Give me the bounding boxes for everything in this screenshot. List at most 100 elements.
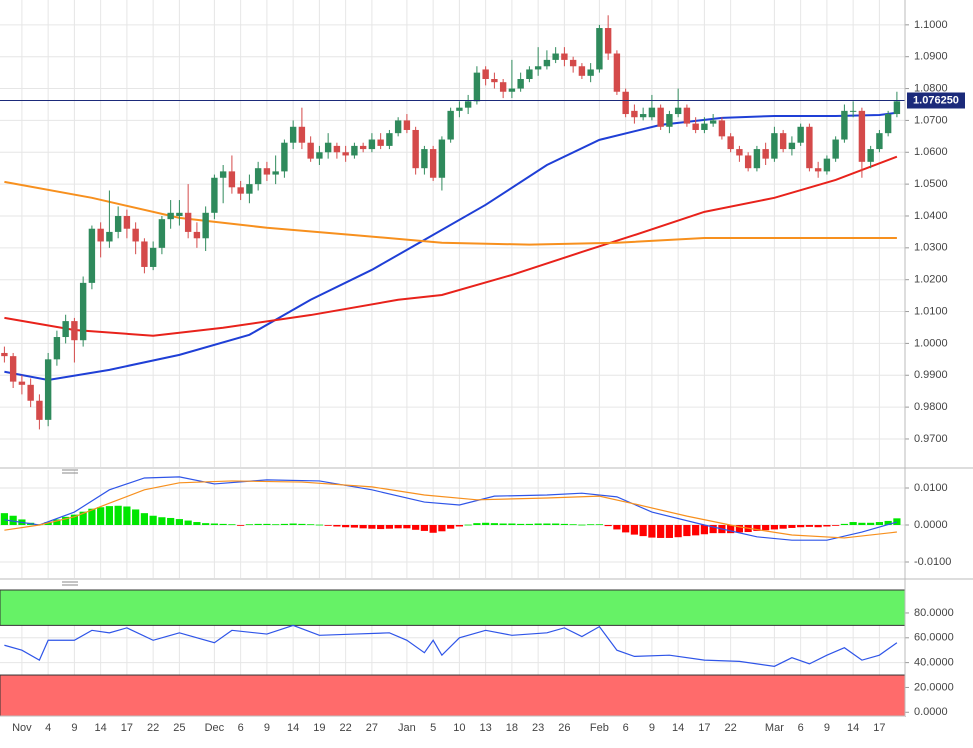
x-tick-label: Jan [398, 722, 416, 734]
candle-body [324, 142, 332, 153]
candle-body [27, 384, 34, 401]
candle-body [849, 110, 857, 112]
candle-body [97, 228, 104, 242]
candle-body [648, 107, 656, 118]
candle-body [578, 66, 586, 76]
candle-body [359, 145, 367, 150]
y-tick-label: 1.0800 [914, 82, 948, 94]
histogram-bar [473, 523, 481, 525]
candle-body [394, 120, 402, 134]
candle-body [456, 107, 463, 111]
candle-body [587, 69, 594, 76]
y-tick-label: 1.0700 [914, 114, 948, 126]
candle-body [88, 228, 96, 283]
histogram-bar [210, 523, 218, 525]
histogram-bar [464, 524, 472, 526]
histogram-bar [350, 524, 358, 528]
histogram-bar [849, 522, 857, 525]
last-price-label: 1.076250 [913, 94, 959, 106]
candle-body [1, 352, 8, 357]
histogram-bar [552, 523, 560, 525]
histogram-bar [578, 524, 586, 526]
candle-body [788, 142, 796, 150]
candle-body [543, 59, 551, 67]
candle-body [438, 139, 446, 178]
histogram-bar [193, 522, 201, 525]
histogram-bar [805, 524, 813, 527]
histogram-bar [482, 522, 490, 525]
x-tick-label: 9 [264, 722, 270, 734]
x-tick-label: Mar [765, 722, 784, 734]
candle-body [674, 107, 682, 115]
histogram-bar [175, 519, 183, 525]
histogram-bar [263, 523, 271, 525]
histogram-bar [604, 524, 612, 527]
candle-body [858, 110, 866, 162]
resize-grip[interactable] [62, 469, 78, 474]
x-tick-label: 25 [173, 722, 185, 734]
candle-body [71, 321, 78, 341]
histogram-bar [884, 520, 892, 525]
histogram-bar [70, 514, 78, 525]
candle-body [316, 152, 323, 159]
histogram-bar [587, 524, 595, 526]
candle-body [193, 231, 201, 239]
candle-body [158, 219, 166, 248]
histogram-bar [359, 524, 367, 529]
candle-body [114, 215, 122, 232]
x-tick-label: 13 [480, 722, 492, 734]
candle-body [561, 53, 568, 60]
resize-grip[interactable] [62, 581, 78, 586]
y-tick-label: -0.0100 [914, 556, 951, 568]
y-tick-label: 1.0000 [914, 337, 948, 349]
candle-body [701, 123, 708, 130]
candle-body [639, 114, 647, 118]
y-tick-label: 0.9700 [914, 433, 948, 445]
histogram-bar [280, 523, 288, 525]
histogram-bar [219, 523, 227, 525]
candle-body [237, 187, 244, 194]
candle-body [508, 88, 516, 92]
candle-body [281, 142, 288, 172]
candle-body [491, 79, 498, 83]
histogram-bar [875, 522, 883, 525]
histogram-bar [307, 524, 315, 526]
candle-body [447, 110, 454, 140]
y-tick-label: 0.9800 [914, 401, 948, 413]
candle-body [797, 126, 804, 143]
histogram-bar [438, 524, 446, 532]
candle-body [552, 53, 559, 60]
histogram-bar [657, 524, 665, 538]
candle-body [219, 171, 227, 178]
candle-body [403, 120, 411, 130]
histogram-bar [403, 524, 411, 529]
candle-body [631, 110, 638, 118]
candle-body [149, 247, 157, 267]
histogram-bar [534, 523, 542, 525]
indicator-line [4, 180, 897, 246]
histogram-bar [298, 523, 306, 525]
candle-body [762, 149, 769, 159]
histogram-bar [595, 524, 603, 526]
histogram-bar [455, 524, 463, 527]
grid-layer [0, 0, 905, 716]
histogram-bar [53, 519, 61, 525]
candle-body [62, 321, 69, 338]
histogram-bar [447, 524, 455, 529]
y-tick-label: 0.0100 [914, 482, 948, 494]
histogram-bar [272, 524, 280, 526]
candle-body [141, 241, 148, 267]
y-tick-label: 0.0000 [914, 706, 948, 718]
candle-body [526, 69, 533, 80]
candle-body [613, 53, 621, 92]
y-tick-label: 1.0300 [914, 242, 948, 254]
histogram-bar [648, 524, 656, 538]
overbought-band [0, 589, 906, 626]
histogram-bar [377, 524, 385, 530]
x-tick-label: 17 [121, 722, 133, 734]
candle-body [596, 28, 603, 70]
candle-body [464, 101, 472, 108]
y-tick-label: 60.0000 [914, 632, 954, 644]
histogram-bar [123, 506, 131, 525]
histogram-bar [858, 522, 866, 525]
